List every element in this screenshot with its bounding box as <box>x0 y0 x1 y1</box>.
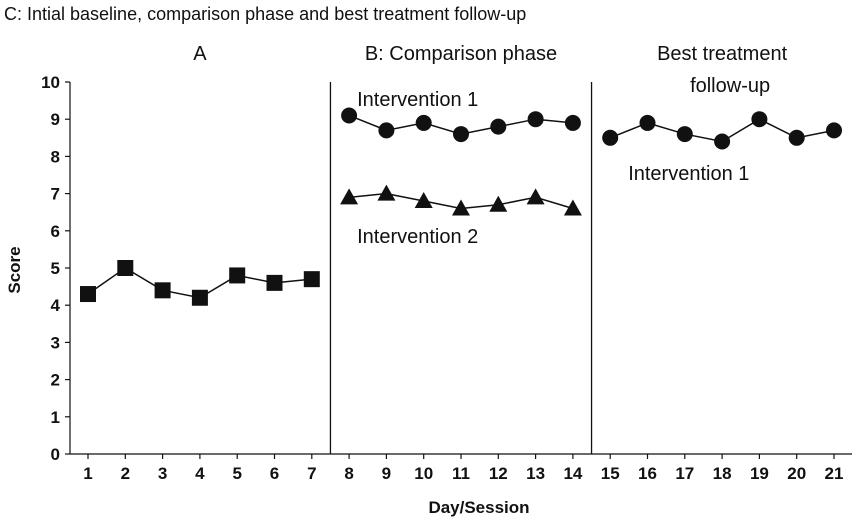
x-tick-label: 5 <box>232 464 241 483</box>
data-point-circle <box>788 129 805 146</box>
data-point-circle <box>602 129 619 146</box>
x-tick-label: 19 <box>750 464 769 483</box>
y-tick-label: 5 <box>51 259 60 278</box>
x-tick-label: 4 <box>195 464 205 483</box>
y-tick-label: 9 <box>51 110 60 129</box>
phase-labels: A B: Comparison phase Best treatment follow… <box>193 43 787 97</box>
series-baseline-square <box>80 260 320 306</box>
y-tick-label: 0 <box>51 445 60 464</box>
data-point-square <box>303 271 320 288</box>
x-tick-label: 9 <box>382 464 391 483</box>
x-tick-label: 10 <box>414 464 433 483</box>
data-point-triangle <box>489 195 508 212</box>
x-tick-label: 12 <box>489 464 508 483</box>
series-comparison-triangle <box>340 184 582 216</box>
data-point-circle <box>415 114 432 131</box>
y-axis-title: Score <box>5 246 24 293</box>
series-annotation: Intervention 1 <box>628 163 749 185</box>
data-point-triangle <box>340 188 359 205</box>
phase-label: B: Comparison phase <box>365 43 557 65</box>
x-tick-label: 14 <box>563 464 582 483</box>
data-point-circle <box>751 111 768 128</box>
data-point-triangle <box>414 192 433 209</box>
series-follow-up-circle <box>602 111 842 150</box>
x-tick-label: 18 <box>713 464 732 483</box>
data-point-circle <box>527 111 544 128</box>
x-tick-label: 16 <box>638 464 657 483</box>
data-point-square <box>229 267 246 284</box>
data-point-circle <box>453 126 469 143</box>
data-point-circle <box>826 122 842 139</box>
data-point-triangle <box>563 199 582 216</box>
data-point-circle <box>639 114 656 131</box>
y-tick-label: 10 <box>41 73 60 92</box>
series-comparison-circle <box>341 107 581 143</box>
data-point-triangle <box>452 199 470 216</box>
x-tick-label: 8 <box>344 464 353 483</box>
data-point-square <box>266 274 283 291</box>
data-point-circle <box>564 114 581 131</box>
y-tick-label: 7 <box>51 185 60 204</box>
y-tick-label: 2 <box>51 371 60 390</box>
series-annotation: Intervention 1 <box>357 89 478 111</box>
x-tick-label: 17 <box>675 464 694 483</box>
y-tick-label: 3 <box>51 333 60 352</box>
data-point-square <box>191 289 208 306</box>
data-point-triangle <box>526 188 545 205</box>
x-tick-label: 20 <box>787 464 806 483</box>
x-tick-label: 11 <box>452 464 470 483</box>
x-tick-label: 6 <box>270 464 279 483</box>
data-point-square <box>80 286 96 303</box>
data-point-circle <box>714 133 731 150</box>
x-tick-label: 2 <box>121 464 130 483</box>
phase-label: Best treatment <box>657 43 788 65</box>
y-tick-label: 1 <box>51 408 60 427</box>
x-tick-label: 21 <box>825 464 844 483</box>
phase-label: follow-up <box>690 75 770 97</box>
data-point-circle <box>490 118 507 135</box>
x-tick-label: 15 <box>601 464 620 483</box>
y-tick-label: 6 <box>51 222 60 241</box>
x-axis-title: Day/Session <box>428 498 529 517</box>
series <box>80 107 842 306</box>
annotations: Intervention 1 Intervention 2 Intervention… <box>357 89 749 248</box>
series-annotation: Intervention 2 <box>357 226 478 248</box>
x-tick-label: 7 <box>307 464 316 483</box>
data-point-circle <box>676 126 693 143</box>
data-point-square <box>154 282 171 299</box>
figure-title: C: Intial baseline, comparison phase and… <box>4 4 527 24</box>
phase-label: A <box>193 43 207 65</box>
x-tick-label: 3 <box>158 464 167 483</box>
data-point-circle <box>341 107 358 124</box>
y-tick-label: 4 <box>51 296 61 315</box>
x-tick-label: 13 <box>526 464 545 483</box>
x-tick-label: 1 <box>83 464 92 483</box>
data-point-triangle <box>377 184 396 201</box>
y-tick-label: 8 <box>51 147 60 166</box>
data-point-square <box>117 260 134 276</box>
data-point-circle <box>378 122 395 139</box>
